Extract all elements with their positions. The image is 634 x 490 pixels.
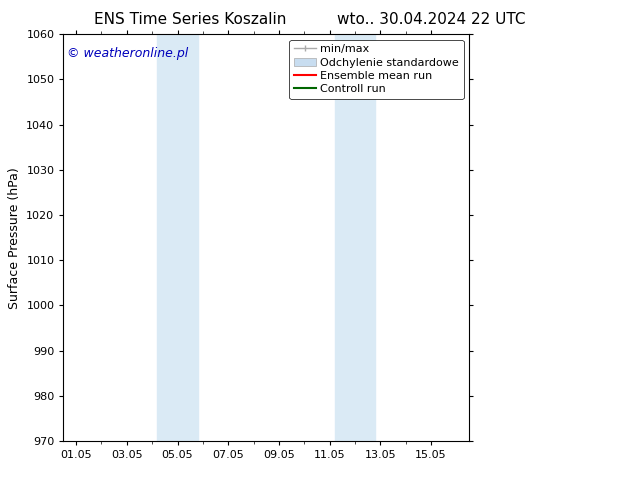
Legend: min/max, Odchylenie standardowe, Ensemble mean run, Controll run: min/max, Odchylenie standardowe, Ensembl… — [289, 40, 463, 99]
Text: © weatheronline.pl: © weatheronline.pl — [67, 47, 189, 59]
Y-axis label: Surface Pressure (hPa): Surface Pressure (hPa) — [8, 167, 21, 309]
Text: wto.. 30.04.2024 22 UTC: wto.. 30.04.2024 22 UTC — [337, 12, 526, 27]
Bar — [335, 34, 375, 441]
Text: ENS Time Series Koszalin: ENS Time Series Koszalin — [94, 12, 287, 27]
Bar — [157, 34, 198, 441]
